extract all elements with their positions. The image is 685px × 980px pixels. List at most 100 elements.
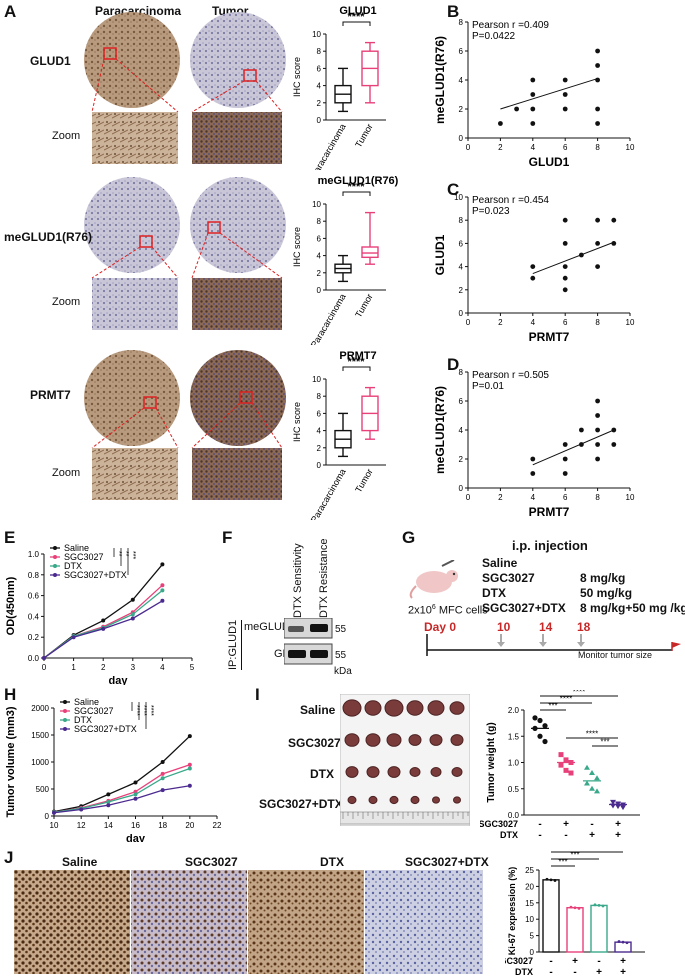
tumor-specimen [365,733,381,747]
legend-label: SGC3027 [74,706,114,716]
ki67-image-sgc3027 [131,870,247,974]
y-tick-label: 0 [317,286,322,295]
legend-label: SGC3027 [64,552,104,562]
monitor-label: Monitor tumor size [578,650,653,660]
ki67-point [621,940,625,944]
scatter-glud1-meglud1: 0 2 4 6 8 10 0 2 4 6 8 GLUD1 meGLUD1(R76) Pearson r =… [433,18,635,169]
sig-label: **** [560,695,572,704]
data-point [530,264,536,269]
weight-point [584,764,590,770]
y-tick-label: 8 [317,392,322,401]
ki67-images [14,870,483,974]
dtx-sign: - [564,830,567,840]
y-axis-label: IHC score [292,57,302,97]
x-tick-label: 14 [104,821,113,830]
sig-label: **** [140,705,147,716]
weight-point [610,799,616,805]
series-point [133,792,138,797]
row-label-glud1: GLUD1 [30,54,71,68]
panel-label-b: B [447,2,460,21]
x-tick-label: 4 [531,143,536,152]
ki67-point [625,941,629,945]
ki67-label-sgc3027: SGC3027 [185,855,238,869]
x-tick-label: 3 [131,663,136,672]
weight-point [558,752,564,758]
data-point [562,106,568,112]
sgc-sign: - [597,956,600,967]
tumor-photo [340,694,470,826]
weight-point [615,804,621,810]
tumor-specimen [430,767,442,777]
sgc-sign: + [572,956,578,967]
series-point [160,562,165,567]
data-point [530,121,536,126]
data-point [562,275,568,281]
meglud1-paracarcinoma-core [84,177,180,273]
series-point [130,597,135,602]
tumor-specimen [450,734,464,746]
tumor-specimen [344,733,360,747]
blot-ip-label: IP:GLUD1 [227,619,239,670]
category-label: Tumor [353,122,374,149]
sgc-sign: + [563,819,569,830]
data-point [595,427,600,433]
photo-background [340,694,470,826]
y-tick-label: 15 [525,899,534,908]
y-tick-label: 0 [317,461,322,470]
data-point [579,252,584,258]
y-tick-label: 0.0 [28,654,40,663]
y-axis-label: Ki-67 expression (%) [507,867,517,956]
pearson-label: Pearson r =0.454 [472,195,549,206]
data-point [595,77,600,83]
p-value-label: P=0.01 [472,381,504,392]
ki67-bar [566,907,584,953]
weight-point [563,767,569,773]
data-point [530,471,536,476]
series-point [160,598,165,603]
y-axis-label: OD(450nm) [5,576,17,635]
ki67-label-combo: SGC3027+DTX [405,855,489,869]
sig-label: ** [122,551,129,557]
series-point [52,810,56,815]
series-line [53,767,191,813]
series-point [42,656,46,660]
tumor-row-sgc3027: SGC3027 [288,736,341,750]
legend-label: SGC3027+DTX [64,570,127,580]
y-tick-label: 4 [317,427,322,436]
meglud1-tumor-core [190,177,286,273]
tumor-specimen [408,734,422,746]
panel-label-c: C [447,180,460,199]
y-tick-label: 1000 [31,758,49,767]
regimen-3: SGC3027+DTX [482,601,566,615]
data-point [530,275,536,281]
series-point [160,588,165,593]
sgc-sign: + [620,956,626,967]
legend-label: SGC3027+DTX [74,724,137,734]
x-tick-label: 8 [595,143,600,152]
y-tick-label: 2000 [31,704,49,713]
data-point [530,92,536,97]
weight-point [589,785,595,791]
legend-marker [53,546,57,550]
panel-label-a: A [4,2,17,21]
mouse-icon [409,560,458,599]
y-tick-label: 2 [459,455,464,464]
meglud1-tumor-zoom [192,278,282,330]
y-tick-label: 0 [45,812,50,821]
regimen-2-dose: 50 mg/kg [580,586,633,600]
x-tick-label: 2 [498,143,503,152]
ki67-label-saline: Saline [62,855,98,869]
ihc-image-grid [84,12,286,500]
legend-label: DTX [64,561,82,571]
regimen-1-dose: 8 mg/kg [580,571,626,585]
y-tick-label: 2 [317,269,322,278]
series-point [106,799,111,804]
line-chart-od450: 0 1 2 3 4 5 0.0 0.2 0.4 0.6 0.8 1.0 day OD(450nm) Sali… [5,543,195,685]
y-tick-label: 6 [459,239,464,248]
y-tick-label: 6 [317,64,322,73]
sig-bracket [342,21,371,26]
weight-point [558,762,564,768]
zoom-label-2: Zoom [52,296,81,308]
tumor-specimen [364,700,382,716]
